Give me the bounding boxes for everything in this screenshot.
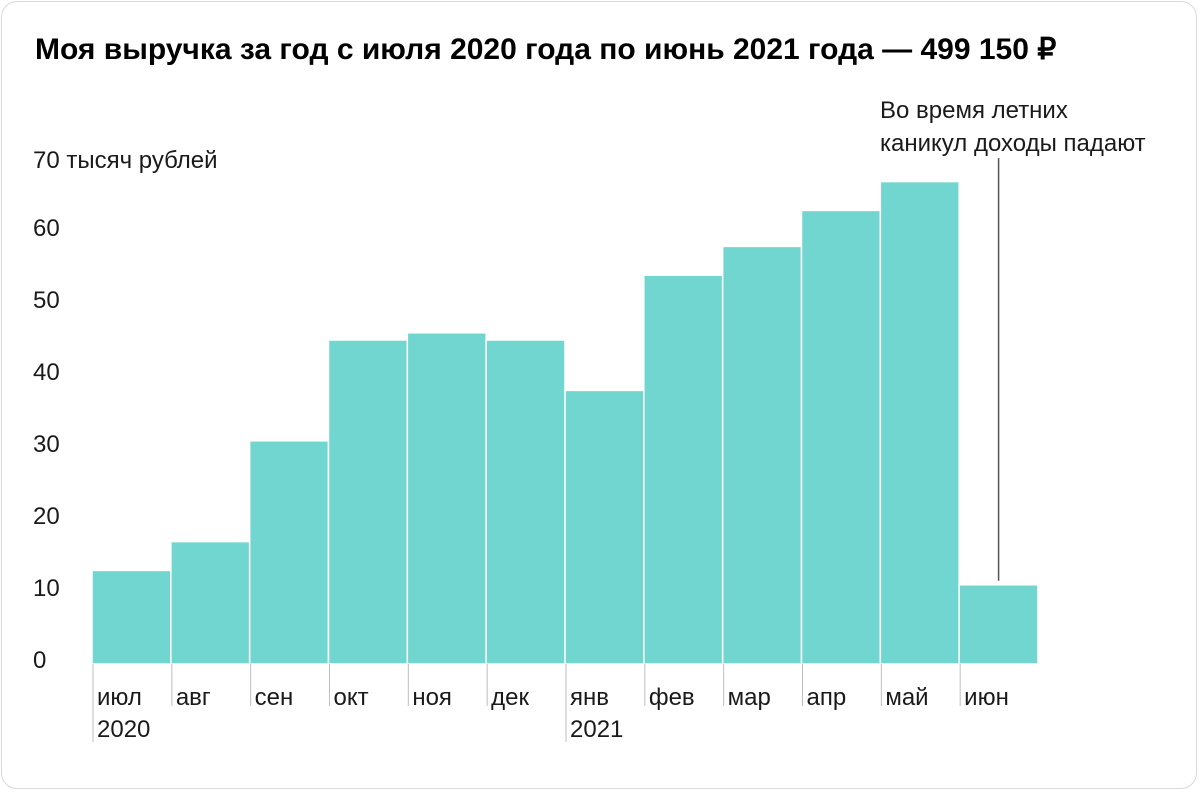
bar-апр [800,209,882,665]
x-tick-label: июл [97,684,142,711]
bar-фев [643,274,724,665]
bar-авг [170,540,251,665]
y-tick-label: 20 [33,503,60,530]
y-tick-label: 50 [33,287,60,314]
bar-сен [248,440,330,665]
y-tick-label: 30 [33,431,60,458]
x-tick-label: май [885,684,928,711]
bar-окт [327,339,409,665]
x-tick-label: мар [728,684,771,711]
bar-ноя [406,332,487,665]
y-tick-label: 60 [33,215,60,242]
x-tick-label: июн [964,684,1009,711]
x-tick-label: фев [649,684,695,711]
chart-title: Моя выручка за год с июля 2020 года по и… [35,33,1057,66]
x-tick-label: авг [176,684,211,711]
bar-июл [91,569,172,665]
x-tick-label: дек [491,684,529,711]
y-tick-label: 10 [33,575,60,602]
x-tick-label: янв [570,684,609,711]
bar-июн [958,584,1039,665]
y-tick-label: 40 [33,359,60,386]
year-label: 2021 [570,716,623,743]
bar-мар [721,245,803,665]
y-axis-label: 70 тысяч рублей [33,147,218,174]
bar-дек [485,339,566,665]
year-label: 2020 [97,716,150,743]
y-tick-label: 0 [33,647,46,674]
bar-май [879,180,960,665]
x-tick-label: сен [255,684,294,711]
annotation-text: Во время летних [880,97,1068,124]
bar-янв [564,389,645,665]
annotation-text: каникул доходы падают [880,130,1146,157]
x-tick-label: окт [334,684,369,711]
x-tick-label: апр [807,684,847,711]
x-tick-label: ноя [412,684,452,711]
